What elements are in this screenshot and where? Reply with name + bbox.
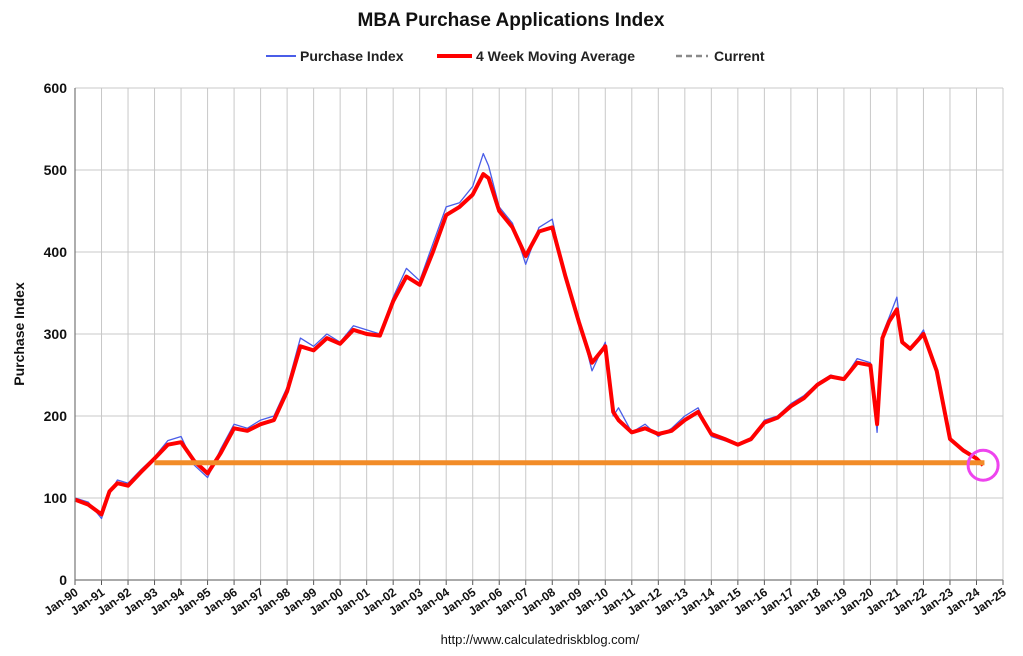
source-url: http://www.calculatedriskblog.com/ <box>441 632 640 647</box>
series-line-moving-average <box>74 172 985 517</box>
chart-title: MBA Purchase Applications Index <box>358 10 665 31</box>
y-tick-label: 100 <box>44 490 68 506</box>
annotation-layer <box>154 448 1000 482</box>
y-tick-label: 600 <box>44 80 68 96</box>
y-tick-label: 200 <box>44 408 68 424</box>
current-value-circle <box>966 448 1000 482</box>
legend-label-moving-average: 4 Week Moving Average <box>476 48 635 64</box>
y-tick-label: 0 <box>59 572 67 588</box>
y-tick-label: 400 <box>44 244 68 260</box>
legend-label-current: Current <box>714 48 765 64</box>
y-tick-label: 300 <box>44 326 68 342</box>
y-tick-label: 500 <box>44 162 68 178</box>
legend: Purchase Index 4 Week Moving Average Cur… <box>266 48 765 64</box>
gridlines <box>74 87 1004 581</box>
y-axis-label: Purchase Index <box>11 282 27 386</box>
legend-label-purchase-index: Purchase Index <box>300 48 404 64</box>
